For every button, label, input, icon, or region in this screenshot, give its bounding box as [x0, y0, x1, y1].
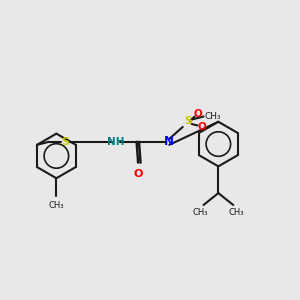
Text: CH₃: CH₃ [204, 112, 221, 121]
Text: S: S [185, 116, 193, 126]
Text: N: N [164, 135, 174, 148]
Text: CH₃: CH₃ [49, 200, 64, 209]
Text: NH: NH [107, 137, 124, 147]
Text: CH₃: CH₃ [193, 208, 208, 217]
Text: O: O [193, 109, 202, 118]
Text: O: O [198, 122, 206, 132]
Text: O: O [134, 169, 143, 178]
Text: S: S [61, 137, 69, 147]
Text: CH₃: CH₃ [228, 208, 244, 217]
